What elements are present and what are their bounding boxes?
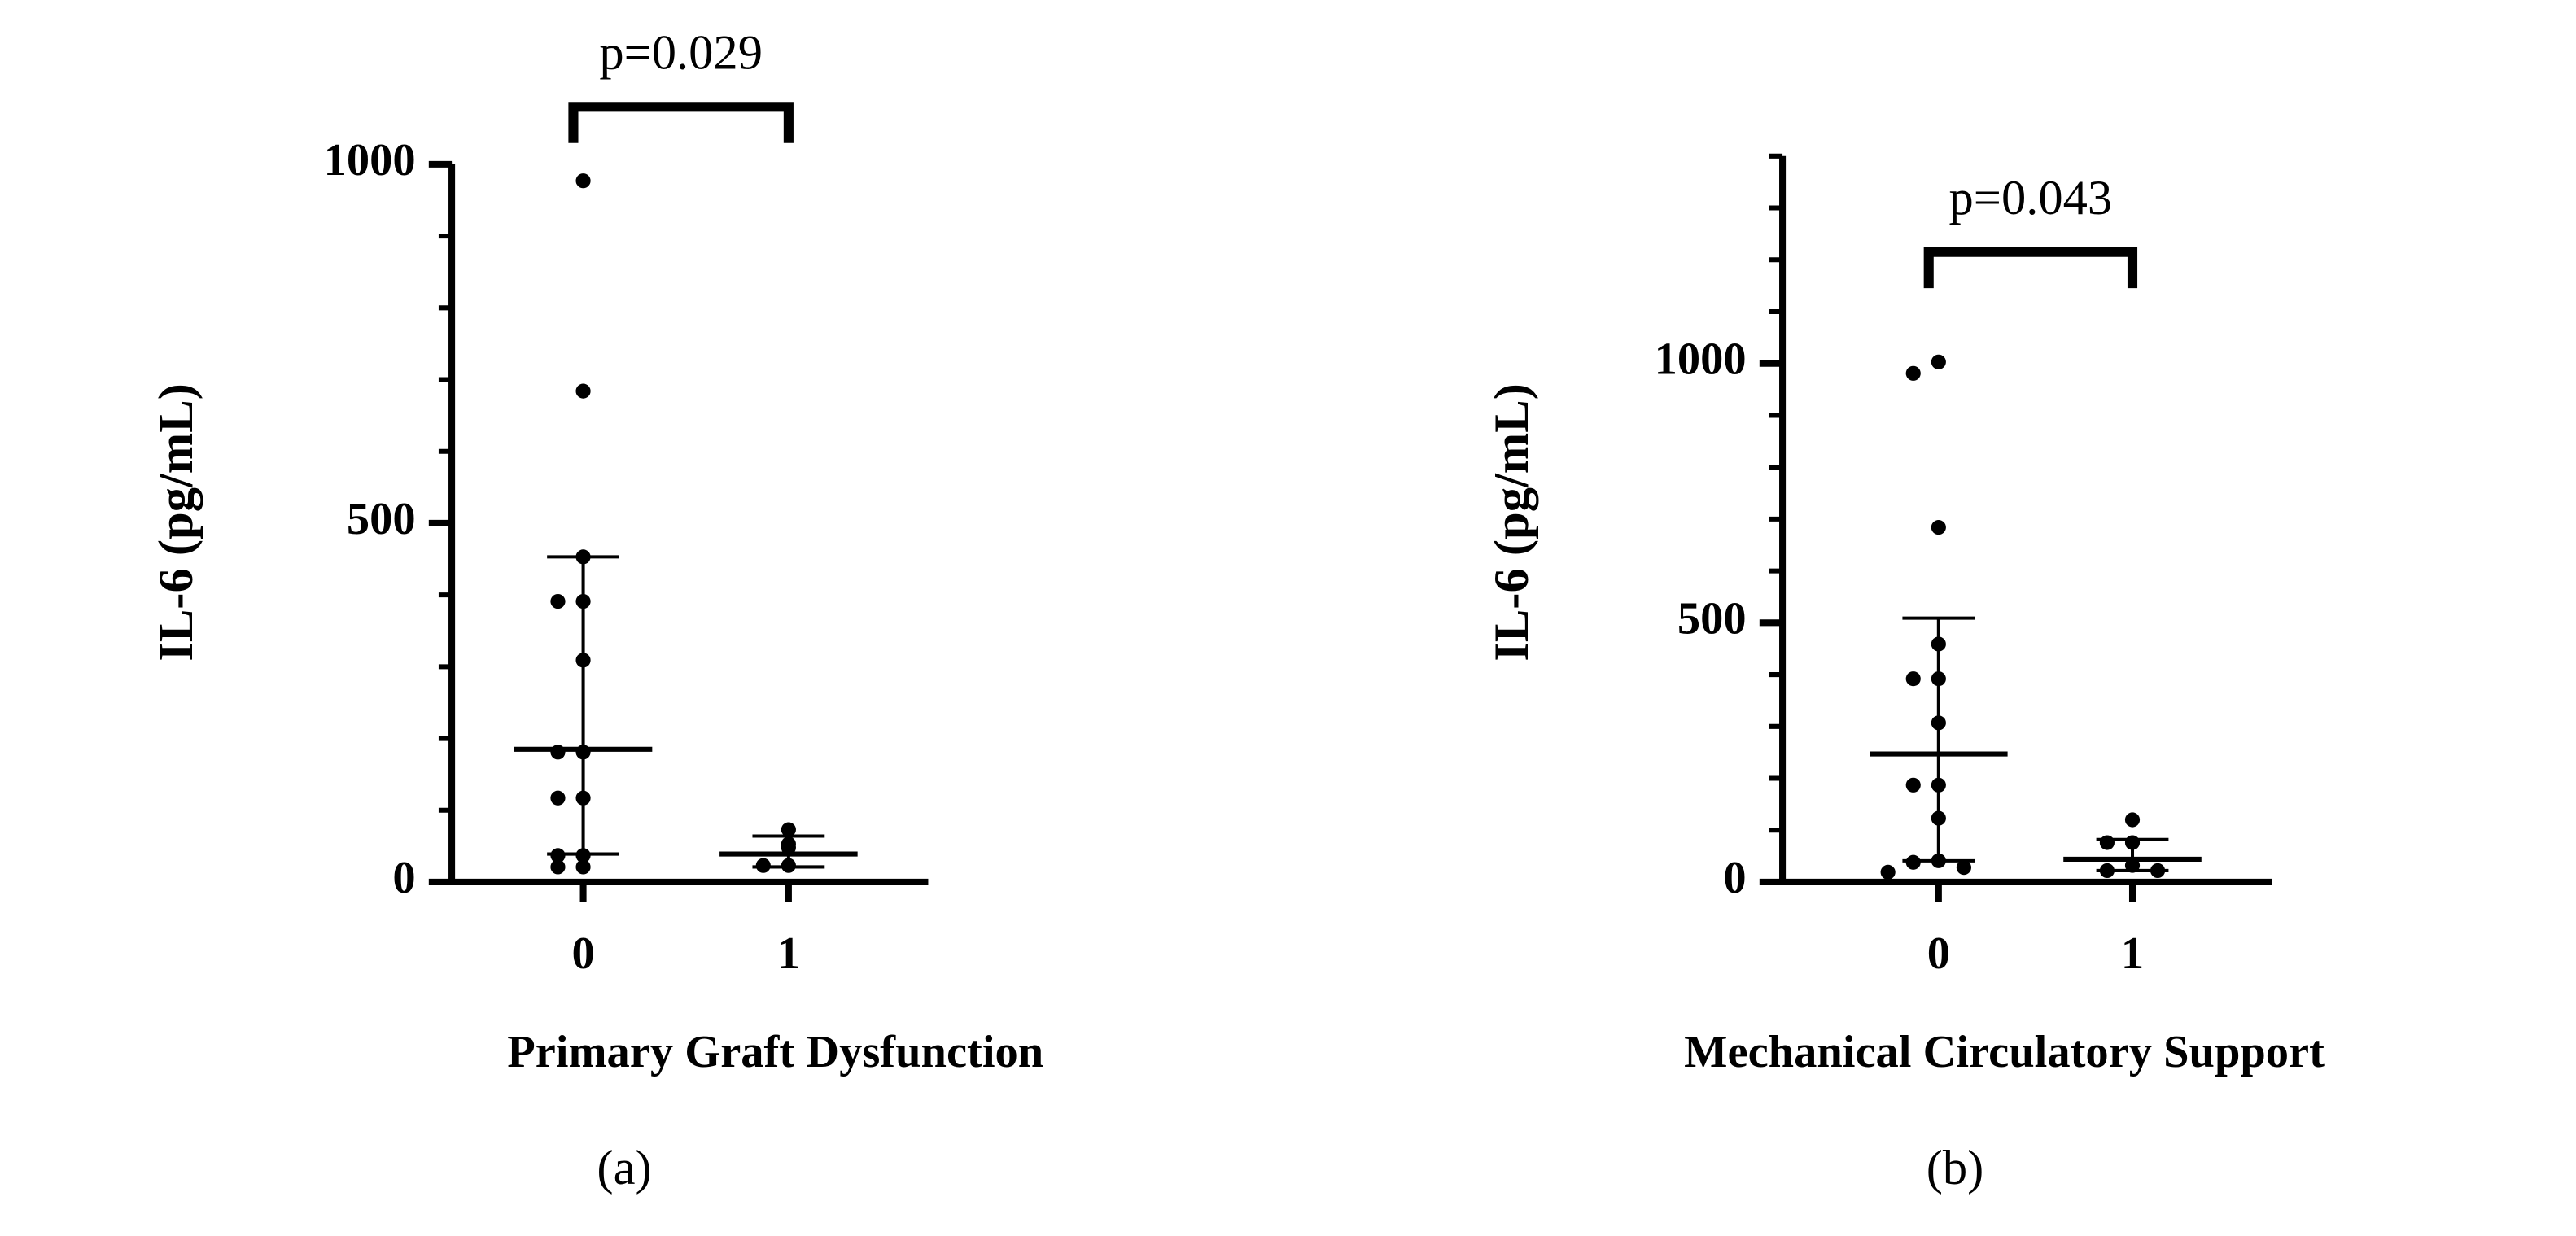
- data-point: [575, 549, 591, 565]
- data-point: [2150, 863, 2166, 879]
- y-tick-label: 500: [347, 494, 416, 544]
- x-axis-label: Mechanical Circulatory Support: [1684, 1027, 2325, 1077]
- data-point: [575, 593, 591, 609]
- caption: (a): [597, 1141, 651, 1195]
- y-tick-label: 1000: [1655, 334, 1747, 385]
- x-tick-label: 0: [571, 928, 594, 979]
- y-tick-label: 1000: [324, 135, 416, 186]
- x-tick-label: 1: [777, 928, 800, 979]
- data-point: [550, 859, 566, 875]
- data-point: [550, 593, 566, 609]
- y-tick-label: 0: [392, 853, 415, 903]
- data-point: [1931, 636, 1946, 652]
- data-point: [575, 653, 591, 668]
- y-tick-label: 500: [1677, 593, 1747, 644]
- data-point: [2099, 863, 2115, 879]
- data-point: [575, 383, 591, 399]
- data-point: [1905, 671, 1921, 687]
- data-point: [575, 173, 591, 189]
- data-point: [575, 848, 591, 863]
- data-point: [1956, 860, 1971, 876]
- data-point: [1880, 864, 1896, 880]
- data-point: [1931, 810, 1946, 826]
- data-point: [1905, 777, 1921, 793]
- p-value: p=0.043: [1949, 171, 2113, 225]
- y-axis-label: IL-6 (pg/mL): [1485, 383, 1539, 661]
- p-value: p=0.029: [599, 26, 763, 81]
- data-point: [781, 840, 796, 855]
- x-tick-label: 0: [1927, 928, 1950, 979]
- data-point: [781, 858, 796, 873]
- data-point: [1905, 854, 1921, 870]
- y-tick-label: 0: [1723, 853, 1746, 903]
- significance-bracket: [1923, 247, 2138, 289]
- x-tick-label: 1: [2121, 928, 2144, 979]
- data-point: [2124, 835, 2141, 850]
- data-point: [755, 858, 771, 873]
- data-point: [550, 790, 566, 806]
- data-point: [781, 822, 796, 837]
- caption: (b): [1927, 1141, 1984, 1195]
- data-point: [1931, 354, 1946, 369]
- y-axis-label: IL-6 (pg/mL): [149, 383, 203, 661]
- significance-bracket: [568, 102, 794, 143]
- data-point: [550, 745, 566, 760]
- data-point: [2124, 812, 2141, 828]
- x-axis-label: Primary Graft Dysfunction: [507, 1027, 1043, 1077]
- data-point: [2099, 835, 2115, 850]
- data-point: [575, 745, 591, 760]
- data-point: [1931, 671, 1946, 687]
- data-point: [1931, 853, 1946, 868]
- data-point: [1931, 715, 1946, 731]
- data-point: [1931, 777, 1946, 793]
- data-point: [575, 859, 591, 875]
- data-point: [2124, 858, 2141, 873]
- data-point: [1931, 519, 1946, 535]
- data-point: [1905, 365, 1921, 381]
- data-point: [550, 848, 566, 863]
- data-point: [575, 790, 591, 806]
